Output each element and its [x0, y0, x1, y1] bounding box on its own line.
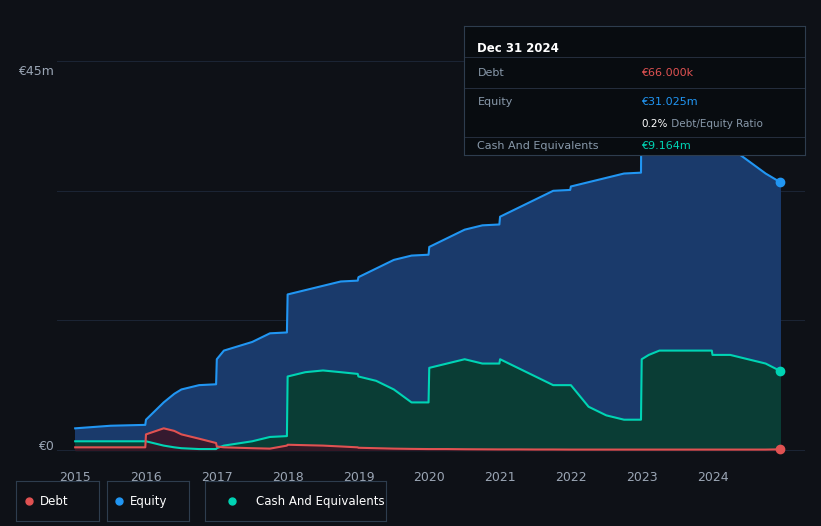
Text: Debt: Debt — [478, 68, 504, 78]
Text: €45m: €45m — [18, 65, 53, 78]
Text: Debt/Equity Ratio: Debt/Equity Ratio — [668, 119, 764, 129]
Text: €9.164m: €9.164m — [641, 141, 690, 151]
Text: Cash And Equivalents: Cash And Equivalents — [256, 494, 384, 508]
Text: 0.2%: 0.2% — [641, 119, 667, 129]
Text: Cash And Equivalents: Cash And Equivalents — [478, 141, 599, 151]
Text: €66.000k: €66.000k — [641, 68, 693, 78]
Text: Equity: Equity — [478, 97, 513, 107]
Text: €0: €0 — [38, 440, 53, 453]
Text: €31.025m: €31.025m — [641, 97, 698, 107]
Text: Debt: Debt — [39, 494, 68, 508]
Text: Dec 31 2024: Dec 31 2024 — [478, 42, 559, 55]
Text: Equity: Equity — [130, 494, 167, 508]
